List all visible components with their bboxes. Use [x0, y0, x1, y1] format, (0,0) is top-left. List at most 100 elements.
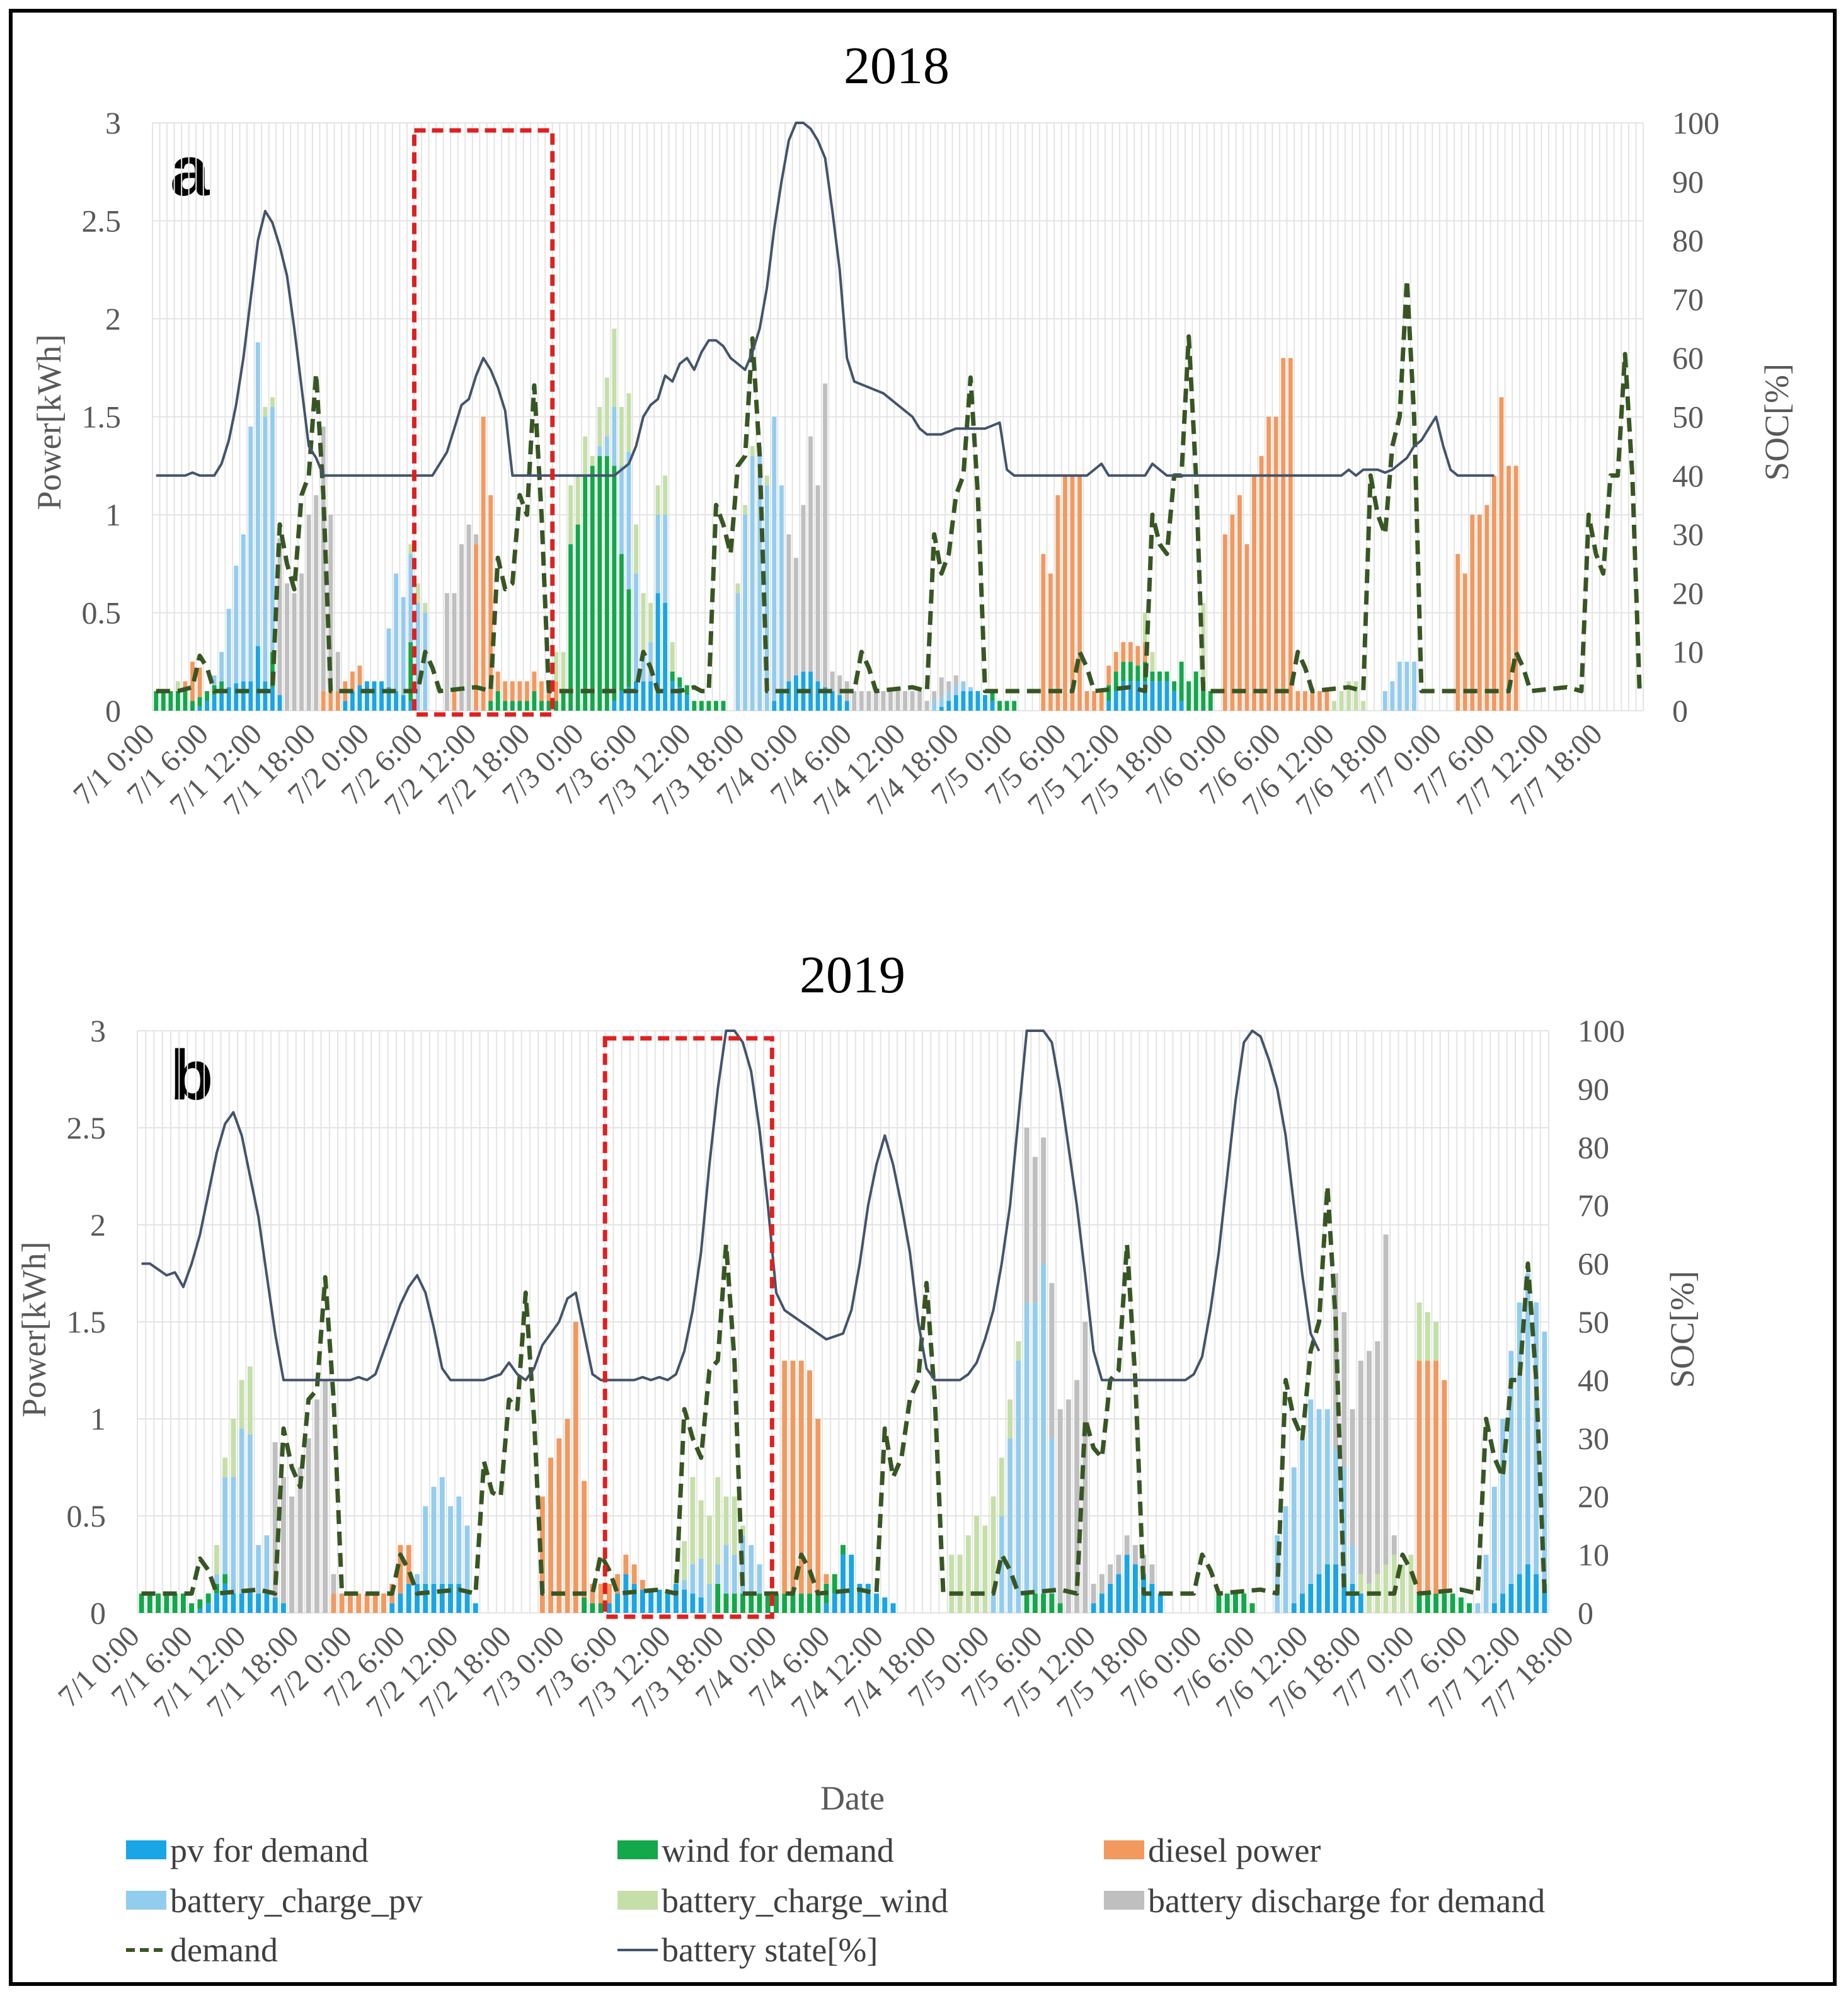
- bar-pv: [406, 1583, 411, 1613]
- bar-diesel: [524, 681, 529, 701]
- bar-bcwind: [764, 475, 769, 486]
- bar-bdis: [1041, 1137, 1047, 1264]
- bar-bcpv: [682, 1580, 687, 1590]
- bar-pv: [212, 695, 217, 711]
- bar-bdis: [1367, 1351, 1372, 1584]
- bar-bcpv: [1300, 1438, 1305, 1594]
- bar-bdis: [953, 675, 958, 685]
- bar-bdis: [1391, 1535, 1397, 1555]
- bar-bcpv: [612, 406, 617, 466]
- bar-pv: [1113, 691, 1118, 711]
- bar-bcpv: [663, 515, 668, 603]
- bar-diesel: [565, 1419, 570, 1613]
- bar-wind: [1172, 681, 1177, 691]
- bar-bcwind: [655, 485, 660, 515]
- bar-pv: [690, 1593, 696, 1613]
- bar-diesel: [1470, 515, 1475, 711]
- bar-bcwind: [1408, 1554, 1414, 1613]
- bar-diesel: [598, 1583, 604, 1603]
- bar-bcpv: [226, 609, 231, 687]
- bar-diesel: [1077, 475, 1082, 711]
- bar-pv: [615, 1593, 621, 1613]
- bar-wind: [156, 1593, 161, 1613]
- y2-tick-label: 40: [1578, 1362, 1609, 1397]
- bar-bdis: [323, 1380, 328, 1613]
- bar-diesel: [1070, 475, 1075, 711]
- bar-bcwind: [648, 602, 653, 643]
- bar-bcpv: [423, 1506, 428, 1584]
- y2-tick-label: 80: [1578, 1130, 1609, 1165]
- bar-bcpv: [735, 593, 740, 711]
- bar-pv: [946, 701, 951, 711]
- y-axis-label-b: Power[kWh]: [15, 1242, 53, 1418]
- bar-bdis: [932, 691, 937, 701]
- bar-bdis: [801, 505, 806, 672]
- bar-wind: [715, 1583, 721, 1613]
- bar-bcwind: [619, 406, 624, 466]
- bar-diesel: [1477, 515, 1482, 711]
- bar-bcpv: [415, 602, 420, 711]
- bar-pv: [248, 681, 253, 711]
- bar-wind: [626, 589, 631, 687]
- bar-pv: [1316, 1574, 1322, 1613]
- bar-diesel: [381, 1593, 386, 1613]
- bar-bdis: [1132, 1545, 1138, 1564]
- bar-bcpv: [604, 436, 609, 456]
- bar-diesel: [1295, 691, 1300, 711]
- bar-pv: [214, 1593, 219, 1613]
- bar-diesel: [1237, 495, 1242, 711]
- bar-pv: [1116, 1574, 1122, 1613]
- bar-pv: [255, 646, 260, 711]
- bar-bcwind: [247, 1366, 253, 1435]
- bar-pv: [219, 691, 224, 711]
- bar-wind: [721, 701, 726, 711]
- bar-pv: [1099, 1593, 1105, 1613]
- bar-bcwind: [568, 485, 573, 544]
- bar-wind: [1249, 1603, 1255, 1613]
- legend-label: wind for demand: [662, 1832, 894, 1869]
- bar-wind: [180, 1593, 186, 1613]
- bar-diesel: [1310, 691, 1315, 711]
- bar-bdis: [314, 495, 319, 711]
- bar-diesel: [1121, 642, 1126, 662]
- legend-label: diesel power: [1148, 1832, 1321, 1869]
- bar-wind: [197, 1599, 203, 1609]
- y2-tick-label: 90: [1578, 1071, 1609, 1106]
- bar-diesel: [1128, 642, 1133, 662]
- bar-pv: [1542, 1583, 1547, 1613]
- legend: pv for demand wind for demand diesel power…: [126, 1832, 1545, 1969]
- bar-bcpv: [706, 1583, 712, 1613]
- bar-pv: [677, 687, 682, 711]
- bar-wind: [510, 701, 515, 711]
- highlight-box: [602, 1036, 774, 1619]
- bar-pv: [379, 681, 384, 711]
- bar-pv: [1135, 681, 1140, 711]
- bar-bcpv: [946, 691, 951, 701]
- bar-pv: [272, 1597, 278, 1613]
- bar-wind: [773, 1593, 779, 1613]
- bar-diesel: [798, 1360, 804, 1594]
- bar-bcwind: [641, 593, 646, 652]
- bar-pv: [1534, 1574, 1539, 1613]
- bar-diesel: [488, 495, 493, 701]
- legend-label: battery_charge_pv: [170, 1882, 423, 1920]
- bar-wind: [1150, 671, 1155, 682]
- y-axis-label-a: Power[kWh]: [30, 335, 68, 510]
- bar-diesel: [1062, 475, 1067, 711]
- legend-swatch: [1104, 1891, 1144, 1910]
- bar-bcwind: [583, 436, 588, 476]
- bar-diesel: [183, 681, 188, 691]
- bar-pv: [256, 1593, 261, 1613]
- y2-tick-label: 10: [1578, 1537, 1609, 1573]
- bar-bcpv: [1517, 1302, 1522, 1574]
- bar-wind: [670, 671, 675, 682]
- bar-bcpv: [939, 697, 944, 707]
- bar-wind: [1024, 1593, 1030, 1613]
- bar-wind: [841, 1545, 846, 1555]
- y-tick-label: 3: [105, 105, 121, 141]
- bar-bcwind: [1391, 1554, 1397, 1613]
- bar-pv: [815, 681, 820, 711]
- bar-wind: [757, 1593, 762, 1613]
- bar-pv: [264, 1593, 270, 1613]
- y2-tick-label: 20: [1672, 575, 1704, 611]
